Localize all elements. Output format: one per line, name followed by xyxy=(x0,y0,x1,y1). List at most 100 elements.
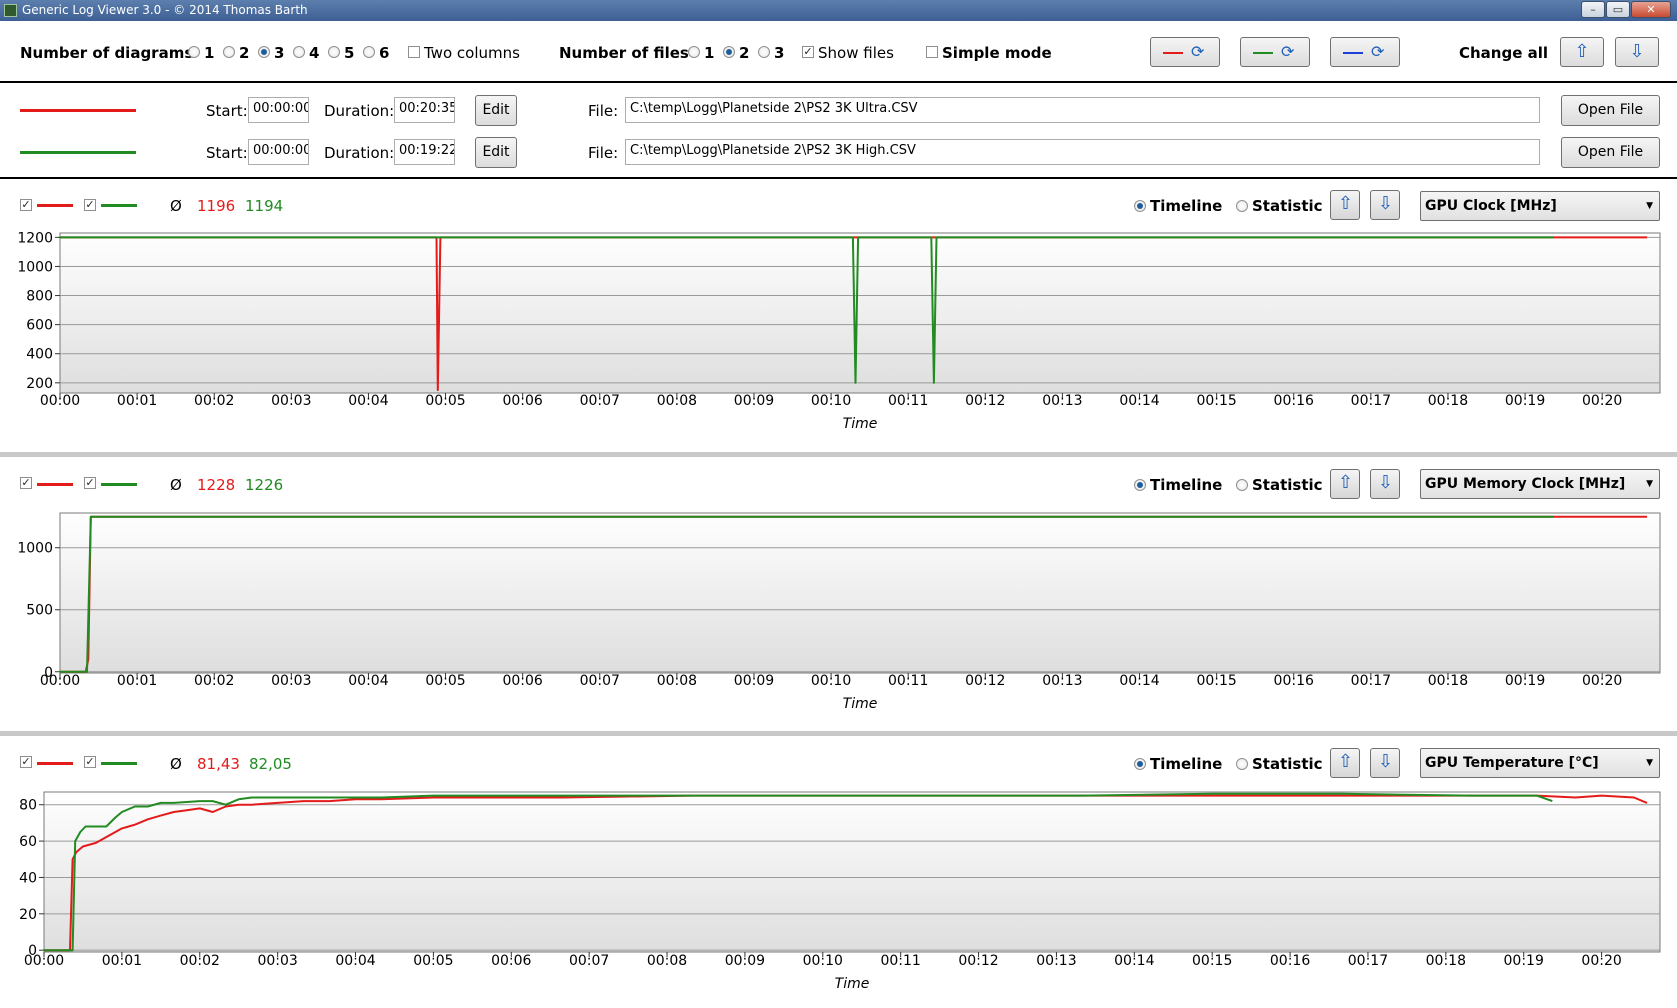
red-line-icon xyxy=(37,762,73,765)
show-files-checkbox[interactable]: ✓ xyxy=(802,45,814,58)
file-2-duration-input[interactable]: 00:19:22 xyxy=(394,139,455,165)
panel-1-red-checkbox[interactable]: ✓ xyxy=(20,198,32,211)
green-line-icon xyxy=(101,762,137,765)
panel-3-move-down-button[interactable]: ⇩ xyxy=(1370,748,1400,778)
refresh-icon: ⟳ xyxy=(1281,42,1295,61)
file-2-open-button[interactable]: Open File xyxy=(1561,137,1660,168)
swap-green-button[interactable]: ⟳ xyxy=(1240,37,1310,67)
x-tick-label: 00:15 xyxy=(1192,953,1232,969)
x-tick-label: 00:10 xyxy=(811,393,851,409)
x-tick-label: 00:15 xyxy=(1196,393,1236,409)
x-tick-label: 00:04 xyxy=(348,393,388,409)
green-line-icon xyxy=(101,483,137,486)
file-1-start-input[interactable]: 00:00:00 xyxy=(248,97,309,123)
file-1-edit-button[interactable]: Edit xyxy=(475,95,517,126)
panel-3-statistic-radio[interactable] xyxy=(1236,758,1248,770)
file-2-path-input[interactable]: C:\temp\Logg\Planetside 2\PS2 3K High.CS… xyxy=(625,139,1540,165)
panel-2-green-checkbox[interactable]: ✓ xyxy=(84,476,96,489)
file-2-edit-button[interactable]: Edit xyxy=(475,137,517,168)
plot-area xyxy=(43,791,1661,953)
x-tick-label: 00:01 xyxy=(117,393,157,409)
close-button[interactable]: ✕ xyxy=(1631,1,1671,18)
panel-2-move-down-button[interactable]: ⇩ xyxy=(1370,469,1400,499)
x-tick-label: 00:14 xyxy=(1119,673,1159,689)
x-tick-label: 00:02 xyxy=(194,393,234,409)
panel-3-timeline-radio[interactable] xyxy=(1134,758,1146,770)
x-tick-label: 00:01 xyxy=(102,953,142,969)
move-all-down-button[interactable]: ⇩ xyxy=(1615,37,1659,67)
panel-separator xyxy=(0,731,1677,736)
y-tick-label: 60 xyxy=(19,834,37,850)
panel-2-red-checkbox[interactable]: ✓ xyxy=(20,476,32,489)
diagrams-option-6: 6 xyxy=(379,44,390,62)
diagrams-radio-6[interactable] xyxy=(363,46,375,58)
panel-1-move-down-button[interactable]: ⇩ xyxy=(1370,190,1400,220)
x-tick-label: 00:01 xyxy=(117,673,157,689)
panel-3-green-checkbox[interactable]: ✓ xyxy=(84,755,96,768)
x-tick-label: 00:13 xyxy=(1042,673,1082,689)
app-icon xyxy=(4,4,17,17)
title-bar: Generic Log Viewer 3.0 - © 2014 Thomas B… xyxy=(0,0,1677,21)
y-tick-label: 600 xyxy=(26,318,53,334)
panel-1-timeline-radio[interactable] xyxy=(1134,200,1146,212)
x-tick-label: 00:06 xyxy=(491,953,531,969)
x-tick-label: 00:04 xyxy=(335,953,375,969)
file-1-path-input[interactable]: C:\temp\Logg\Planetside 2\PS2 3K Ultra.C… xyxy=(625,97,1540,123)
minimize-button[interactable]: – xyxy=(1581,1,1605,18)
files-radio-1[interactable] xyxy=(688,46,700,58)
panel-1-move-up-button[interactable]: ⇧ xyxy=(1330,190,1360,220)
gpu-temperature-chart: 0 20 40 60 80 00:00 00:01 00:02 00:03 00:04 00:05 0… xyxy=(19,791,1661,992)
two-columns-checkbox[interactable] xyxy=(408,46,420,58)
swap-red-button[interactable]: ⟳ xyxy=(1150,37,1220,67)
panel-2-sensor-select[interactable]: GPU Memory Clock [MHz] ▼ xyxy=(1420,469,1660,499)
diagrams-radio-3[interactable] xyxy=(258,46,270,58)
x-tick-label: 00:06 xyxy=(502,673,542,689)
y-tick-label: 800 xyxy=(26,289,53,305)
x-tick-label: 00:00 xyxy=(40,673,80,689)
files-radio-3[interactable] xyxy=(758,46,770,58)
diagrams-radio-1[interactable] xyxy=(188,46,200,58)
panel-2-move-up-button[interactable]: ⇧ xyxy=(1330,469,1360,499)
diagrams-radio-2[interactable] xyxy=(223,46,235,58)
panel-3-sensor-value: GPU Temperature [°C] xyxy=(1425,755,1599,771)
x-tick-label: 00:10 xyxy=(803,953,843,969)
files-radio-2[interactable] xyxy=(723,46,735,58)
average-icon: Ø xyxy=(170,755,182,773)
panel-2-statistic-radio[interactable] xyxy=(1236,479,1248,491)
panel-3-red-checkbox[interactable]: ✓ xyxy=(20,755,32,768)
x-tick-label: 00:03 xyxy=(271,673,311,689)
panel-1-sensor-select[interactable]: GPU Clock [MHz] ▼ xyxy=(1420,191,1660,221)
panel-separator xyxy=(0,452,1677,457)
panel-3-sensor-select[interactable]: GPU Temperature [°C] ▼ xyxy=(1420,748,1660,778)
plot-area xyxy=(59,512,1661,674)
panel-3-avg-red: 81,43 xyxy=(197,755,240,773)
diagrams-option-5: 5 xyxy=(344,44,355,62)
arrow-up-icon: ⇧ xyxy=(1574,41,1590,62)
file-2-start-input[interactable]: 00:00:00 xyxy=(248,139,309,165)
x-tick-label: 00:08 xyxy=(657,673,697,689)
file-1-open-button[interactable]: Open File xyxy=(1561,95,1660,126)
divider xyxy=(0,81,1677,83)
panel-1-green-checkbox[interactable]: ✓ xyxy=(84,198,96,211)
x-axis-label: Time xyxy=(835,976,870,992)
x-tick-label: 00:08 xyxy=(657,393,697,409)
x-tick-label: 00:10 xyxy=(811,673,851,689)
diagrams-radio-5[interactable] xyxy=(328,46,340,58)
panel-2-timeline-radio[interactable] xyxy=(1134,479,1146,491)
panel-3-move-up-button[interactable]: ⇧ xyxy=(1330,748,1360,778)
x-tick-label: 00:17 xyxy=(1348,953,1388,969)
x-tick-label: 00:19 xyxy=(1505,393,1545,409)
green-line-icon xyxy=(1253,52,1273,54)
maximize-button[interactable]: ▭ xyxy=(1606,1,1630,18)
move-all-up-button[interactable]: ⇧ xyxy=(1560,37,1604,67)
x-tick-label: 00:18 xyxy=(1426,953,1466,969)
y-tick-label: 1000 xyxy=(17,259,53,275)
gpu-memory-clock-chart: 0 500 1000 00:00 00:01 00:02 00:03 00:04 00:05 00… xyxy=(17,512,1661,712)
file-1-duration-input[interactable]: 00:20:35 xyxy=(394,97,455,123)
swap-blue-button[interactable]: ⟳ xyxy=(1330,37,1400,67)
x-tick-label: 00:00 xyxy=(24,953,64,969)
simple-mode-checkbox[interactable] xyxy=(926,46,938,58)
diagrams-radio-4[interactable] xyxy=(293,46,305,58)
arrow-down-icon: ⇩ xyxy=(1378,751,1394,772)
panel-1-statistic-radio[interactable] xyxy=(1236,200,1248,212)
